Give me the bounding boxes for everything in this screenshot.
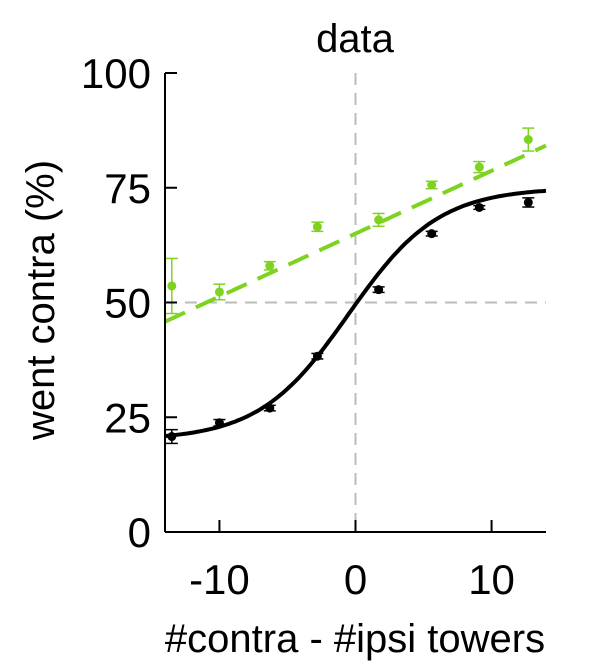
fit-curves	[164, 143, 547, 438]
y-tick-label-4: 100	[81, 50, 151, 97]
data-point-series-0-2	[265, 403, 275, 413]
data-point-series-1-3	[312, 222, 322, 232]
data-point-series-0-6	[474, 202, 484, 212]
data-point-series-1-7	[523, 135, 533, 145]
data-point-series-0-7	[523, 197, 533, 207]
data-point-series-0-5	[427, 229, 437, 239]
x-tick-label-0: -10	[189, 556, 250, 603]
x-axis-label: #contra - #ipsi towers	[165, 617, 545, 661]
data-points	[165, 127, 535, 445]
data-point-series-0-0	[167, 432, 177, 442]
y-tick-label-2: 50	[104, 280, 151, 327]
data-point-series-1-0	[167, 281, 177, 291]
data-point-series-0-1	[214, 418, 224, 428]
x-tick-label-2: 10	[468, 556, 515, 603]
chart-title: data	[316, 17, 395, 61]
axes: 0 25 50 75 100 -10 0 10	[81, 50, 546, 603]
y-axis-label: went contra (%)	[19, 160, 63, 441]
data-point-series-1-1	[214, 287, 224, 297]
data-point-series-1-6	[474, 162, 484, 172]
fit-curve-series-1	[164, 143, 547, 324]
data-point-series-0-3	[312, 351, 322, 361]
y-tick-label-3: 75	[104, 165, 151, 212]
data-point-series-1-5	[427, 180, 437, 190]
fit-curve-series-0	[164, 188, 547, 438]
data-point-series-1-2	[265, 261, 275, 271]
y-tick-label-0: 0	[128, 509, 151, 556]
data-point-series-1-4	[374, 215, 384, 225]
y-tick-label-1: 25	[104, 394, 151, 441]
x-tick-label-1: 0	[344, 556, 367, 603]
data-point-series-0-4	[374, 285, 384, 295]
